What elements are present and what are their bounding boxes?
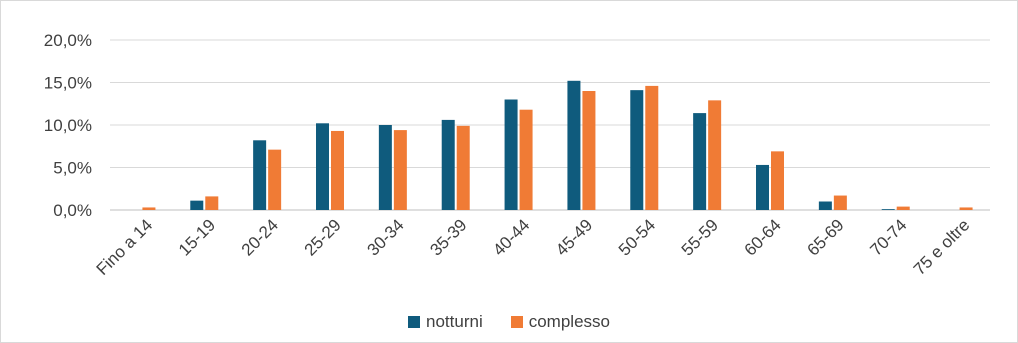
bar-notturni <box>693 113 707 210</box>
x-tick-label: 20-24 <box>238 215 282 259</box>
bar-complesso <box>771 151 784 210</box>
bar-notturni <box>441 119 455 210</box>
bar-complesso <box>456 125 470 210</box>
x-tick-label: 75 e oltre <box>910 215 974 279</box>
bar-complesso <box>393 130 407 210</box>
bar-complesso <box>331 130 344 210</box>
x-tick-label: 70-74 <box>866 215 910 259</box>
bar-notturni <box>316 123 329 210</box>
bar-complesso <box>833 195 847 210</box>
bar-notturni <box>190 200 204 210</box>
x-tick-label: 40-44 <box>489 215 533 259</box>
y-tick-label: 15,0% <box>44 74 92 93</box>
x-tick-label: 35-39 <box>426 215 470 259</box>
x-tick-label: 45-49 <box>552 215 596 259</box>
x-tick-label: 65-69 <box>804 215 848 259</box>
y-tick-label: 5,0% <box>53 159 92 178</box>
legend-label-notturni: notturni <box>426 312 483 331</box>
bar-complesso <box>205 196 219 210</box>
x-tick-label: 50-54 <box>615 215 659 259</box>
legend-label-complesso: complesso <box>528 312 610 331</box>
bar-complesso <box>582 91 596 210</box>
x-tick-label: 60-64 <box>741 215 785 259</box>
y-tick-label: 0,0% <box>53 201 92 220</box>
bar-complesso <box>959 207 973 210</box>
bar-notturni <box>567 80 581 210</box>
legend-item-notturni: notturni <box>408 312 483 332</box>
bar-complesso <box>645 85 659 210</box>
bar-notturni <box>504 99 518 210</box>
bar-complesso <box>519 109 533 210</box>
bar-notturni <box>378 125 392 210</box>
bar-notturni <box>881 209 895 210</box>
legend-item-complesso: complesso <box>510 312 610 332</box>
legend-swatch-complesso <box>510 316 523 328</box>
bar-complesso <box>268 149 282 210</box>
x-tick-label: 15-19 <box>175 215 219 259</box>
x-tick-label: 30-34 <box>364 215 408 259</box>
y-tick-label: 20,0% <box>44 31 92 50</box>
bar-complesso <box>142 207 156 210</box>
bar-notturni <box>756 164 769 210</box>
x-tick-label: Fino a 14 <box>93 215 157 279</box>
bar-notturni <box>818 201 832 210</box>
x-tick-label: 55-59 <box>678 215 722 259</box>
bar-complesso <box>896 206 910 210</box>
y-tick-label: 10,0% <box>44 116 92 135</box>
legend: notturni complesso <box>0 312 1018 332</box>
bar-notturni <box>630 90 644 210</box>
bar-notturni <box>253 140 267 210</box>
bar-complesso <box>708 100 722 210</box>
legend-swatch-notturni <box>408 316 421 328</box>
x-tick-label: 25-29 <box>301 215 345 259</box>
